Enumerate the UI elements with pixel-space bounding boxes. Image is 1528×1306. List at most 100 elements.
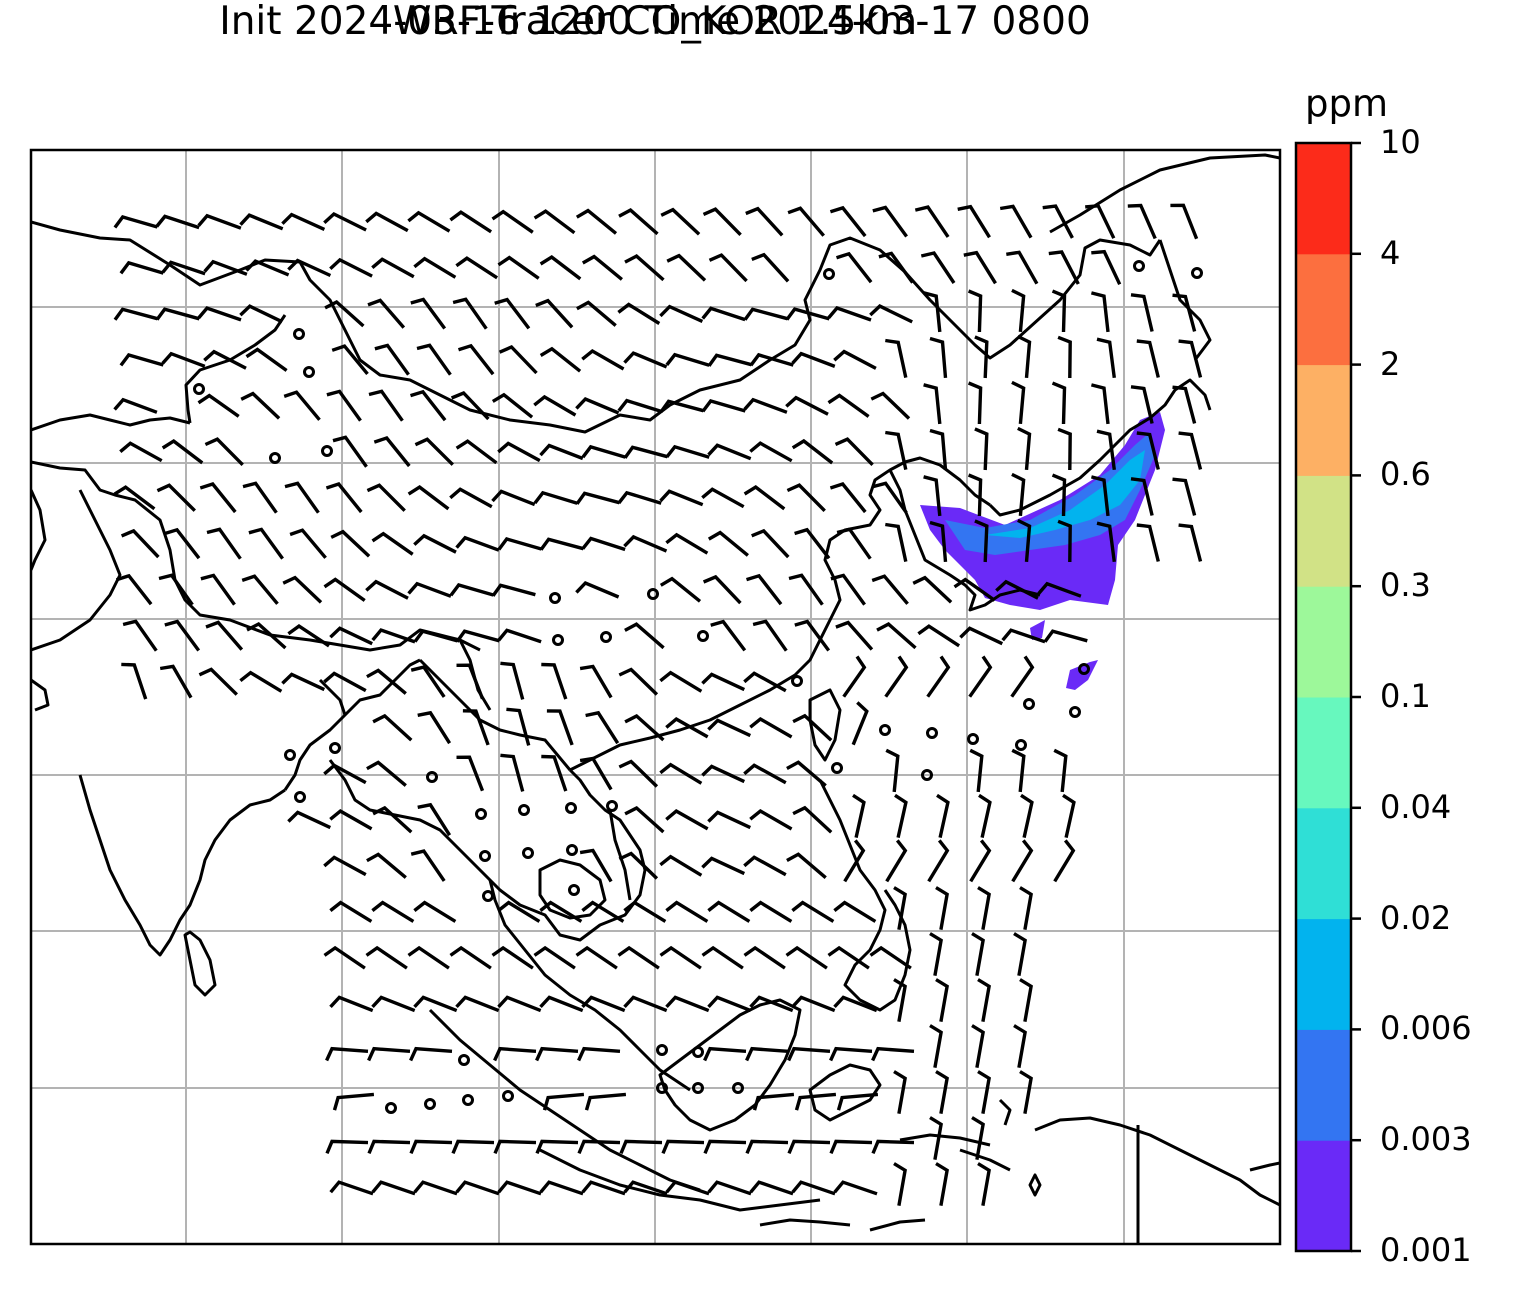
wind-barb: [749, 808, 793, 831]
calm-wind-circle: [600, 631, 612, 643]
wind-barb: [1172, 293, 1197, 332]
wind-barb: [660, 207, 701, 236]
wind-barb: [749, 441, 793, 463]
wind-barb: [977, 978, 991, 1022]
colorbar-unit-label: ppm: [1305, 82, 1389, 125]
wind-barb: [455, 995, 500, 1013]
colorbar-band: [1296, 475, 1351, 587]
wind-barb: [367, 298, 406, 329]
wind-barb: [969, 748, 984, 793]
wind-barb: [409, 1139, 453, 1155]
wind-barb: [929, 520, 948, 563]
wind-barb: [1136, 339, 1160, 378]
wind-barb: [967, 381, 983, 425]
wind-barb: [969, 839, 992, 883]
wind-barb: [329, 995, 374, 1013]
wind-barb: [450, 390, 490, 421]
wind-barb: [491, 583, 536, 597]
calm-wind-circle: [791, 675, 803, 687]
wind-barb: [371, 900, 415, 923]
wind-barb: [872, 481, 908, 514]
wind-barb: [885, 839, 908, 883]
wind-barb: [158, 573, 194, 606]
wind-barb: [539, 900, 583, 923]
wind-barb: [331, 344, 369, 375]
wind-barb: [1178, 339, 1203, 378]
colorbar-band: [1296, 253, 1351, 366]
wind-barb: [665, 444, 710, 459]
wind-barb: [707, 718, 752, 738]
wind-barb: [323, 763, 367, 785]
wind-barb: [968, 655, 993, 698]
wind-barb: [707, 810, 752, 830]
wind-barb: [786, 852, 827, 879]
wind-barb: [413, 900, 457, 923]
wind-barb: [329, 1180, 374, 1196]
wind-barb: [842, 655, 867, 698]
wind-barb: [113, 485, 156, 511]
wind-barb: [579, 664, 613, 699]
wind-barb: [665, 900, 709, 923]
wind-barb: [449, 583, 494, 597]
wind-barb: [745, 1139, 789, 1155]
wind-barb: [624, 713, 665, 742]
wind-barb: [500, 753, 525, 792]
wind-barb: [963, 250, 997, 285]
calm-wind-circle: [482, 890, 494, 902]
wind-barb: [935, 886, 949, 930]
wind-barb: [792, 805, 833, 834]
wind-barb: [659, 489, 704, 507]
wind-barb: [791, 1180, 836, 1196]
colorbar-band: [1296, 697, 1351, 809]
wind-barb: [752, 619, 788, 652]
wind-barb: [617, 398, 662, 414]
wind-barb: [974, 519, 989, 563]
wind-barb: [1017, 334, 1032, 379]
gridlines: [31, 150, 1280, 1244]
calm-wind-circle: [294, 791, 306, 803]
calm-wind-circle: [647, 588, 659, 600]
wind-barb: [835, 620, 874, 651]
wind-barb: [701, 306, 746, 322]
calm-wind-circle: [475, 808, 487, 820]
wind-barb: [497, 441, 541, 463]
wind-barb: [539, 255, 582, 281]
wind-barb: [323, 671, 367, 693]
wind-barb: [410, 665, 446, 698]
wind-barb: [329, 257, 373, 278]
wind-barb: [1043, 629, 1088, 643]
calm-wind-circle: [424, 1098, 436, 1110]
wind-barb: [1019, 978, 1033, 1022]
colorbar: [1294, 141, 1361, 1253]
wind-barb: [785, 395, 829, 416]
wind-barb: [1178, 431, 1203, 470]
wind-barb: [885, 748, 900, 793]
wind-barb: [829, 1046, 873, 1062]
wind-barb: [409, 1046, 453, 1062]
wind-barb: [929, 1024, 943, 1068]
wind-barb: [449, 487, 493, 509]
wind-barb: [708, 253, 748, 283]
wind-barb: [1127, 203, 1157, 240]
wind-barb: [325, 482, 363, 514]
wind-barb: [533, 945, 576, 970]
wind-barb: [1017, 518, 1032, 563]
wind-barb: [827, 945, 870, 970]
wind-barb: [995, 579, 1039, 600]
wind-barb: [585, 710, 620, 745]
wind-barb: [659, 576, 702, 603]
wind-barb: [457, 343, 495, 376]
wind-barb: [710, 619, 747, 652]
wind-barb: [367, 1046, 411, 1062]
calm-wind-circle: [1023, 698, 1035, 710]
wind-barb: [926, 655, 951, 698]
calm-wind-circle: [656, 1082, 668, 1094]
wind-barb: [1178, 523, 1203, 562]
plume-core: [985, 450, 1145, 538]
wind-barb: [707, 530, 749, 557]
wind-barb: [749, 900, 793, 923]
wind-barb: [701, 764, 746, 784]
wind-barb: [332, 1092, 375, 1111]
wind-barb: [749, 1180, 794, 1196]
wind-barb: [827, 306, 872, 322]
